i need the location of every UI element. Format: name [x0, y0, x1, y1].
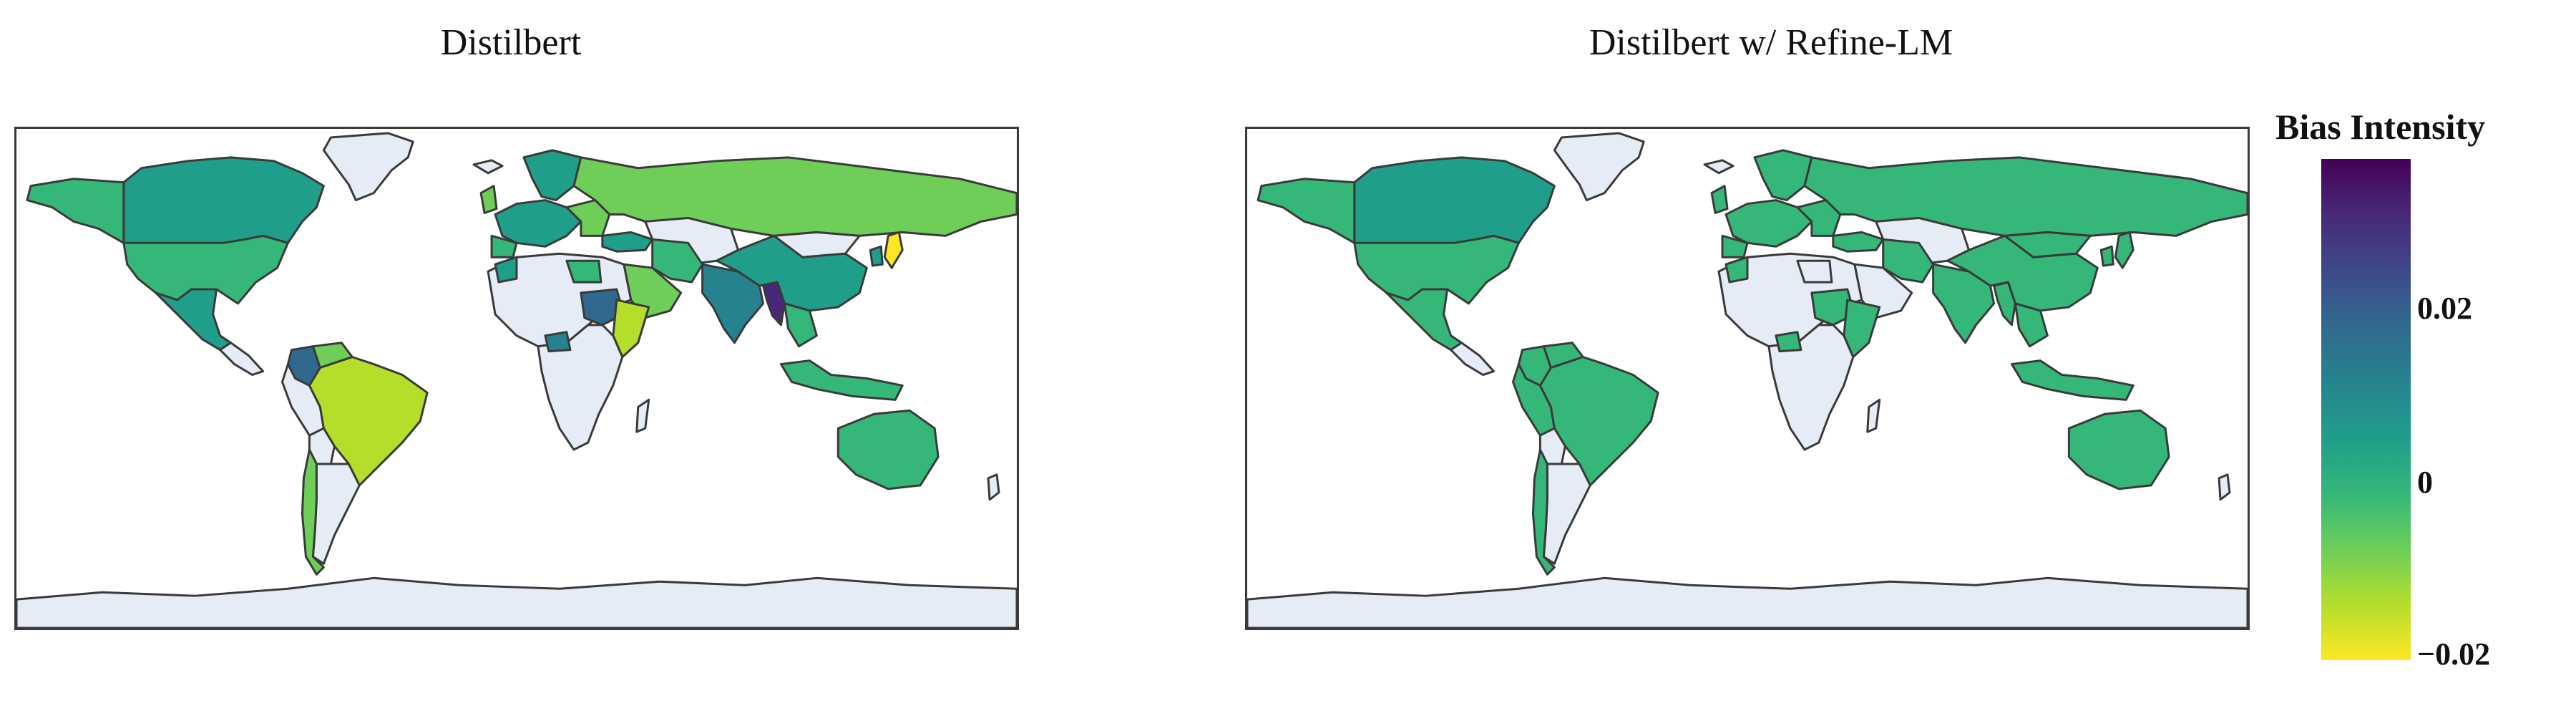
country-canada[interactable] — [122, 156, 325, 244]
country-central-africa[interactable] — [1767, 324, 1855, 451]
country-spain[interactable] — [490, 234, 518, 258]
country-southeast-asia[interactable] — [2014, 302, 2049, 348]
country-australia[interactable] — [2067, 409, 2170, 490]
country-alaska[interactable] — [1257, 178, 1356, 244]
country-turkey[interactable] — [1832, 231, 1885, 253]
country-nigeria[interactable] — [544, 331, 572, 353]
country-mexico[interactable] — [155, 288, 233, 352]
country-scandinavia[interactable] — [522, 149, 582, 202]
country-iceland[interactable] — [1703, 159, 1735, 175]
country-indonesia[interactable] — [2010, 359, 2135, 401]
country-sudan[interactable] — [580, 288, 625, 326]
country-japan[interactable] — [883, 231, 904, 269]
country-china[interactable] — [1946, 234, 2099, 312]
country-australia[interactable] — [836, 409, 940, 490]
country-scandinavia[interactable] — [1753, 149, 1813, 202]
country-western-europe[interactable] — [1724, 199, 1813, 248]
country-egypt[interactable] — [565, 259, 602, 284]
country-new-zealand[interactable] — [2218, 473, 2231, 501]
country-brazil[interactable] — [1538, 356, 1659, 487]
colorbar — [2321, 159, 2411, 660]
country-greenland[interactable] — [1553, 132, 1645, 202]
country-usa[interactable] — [1353, 234, 1520, 305]
country-japan[interactable] — [2114, 231, 2135, 269]
country-antarctica[interactable] — [16, 576, 1017, 628]
country-chile[interactable] — [1531, 448, 1556, 576]
country-turkey[interactable] — [601, 231, 654, 253]
colorbar-tick: 0 — [2417, 465, 2433, 500]
country-ethiopia[interactable] — [612, 299, 650, 359]
country-central-america[interactable] — [219, 342, 265, 377]
country-russia[interactable] — [572, 156, 1017, 237]
country-argentina[interactable] — [1542, 463, 1591, 565]
country-western-europe[interactable] — [494, 199, 582, 248]
country-madagascar[interactable] — [1866, 398, 1881, 433]
country-indonesia[interactable] — [779, 359, 904, 401]
country-china[interactable] — [716, 234, 868, 312]
colorbar-tick: 0.02 — [2417, 291, 2472, 326]
country-alaska[interactable] — [26, 178, 125, 244]
country-uk[interactable] — [1710, 185, 1729, 214]
country-madagascar[interactable] — [635, 398, 650, 433]
country-southeast-asia[interactable] — [783, 302, 818, 348]
left-world-map — [14, 127, 1019, 630]
country-new-zealand[interactable] — [987, 473, 1000, 501]
country-uk[interactable] — [479, 185, 498, 214]
country-korea[interactable] — [2099, 245, 2114, 267]
country-ethiopia[interactable] — [1843, 299, 1881, 359]
colorbar-tick: −0.02 — [2417, 637, 2491, 672]
country-russia[interactable] — [1803, 156, 2248, 237]
country-usa[interactable] — [122, 234, 289, 305]
country-central-america[interactable] — [1450, 342, 1496, 377]
colorbar-title: Bias Intensity — [2275, 107, 2486, 147]
country-argentina[interactable] — [311, 463, 361, 565]
country-mexico[interactable] — [1385, 288, 1463, 352]
country-brazil[interactable] — [308, 356, 429, 487]
country-morocco[interactable] — [494, 256, 518, 284]
country-iran[interactable] — [1882, 238, 1935, 284]
country-korea[interactable] — [869, 245, 884, 267]
country-antarctica[interactable] — [1247, 576, 2248, 628]
country-spain[interactable] — [1721, 234, 1749, 258]
country-canada[interactable] — [1353, 156, 1556, 244]
country-sudan[interactable] — [1810, 288, 1856, 326]
country-egypt[interactable] — [1796, 259, 1833, 284]
country-nigeria[interactable] — [1775, 331, 1802, 353]
country-greenland[interactable] — [322, 132, 414, 202]
left-map-title: Distilbert — [440, 22, 582, 63]
country-morocco[interactable] — [1724, 256, 1749, 284]
right-world-map — [1245, 127, 2250, 630]
country-chile[interactable] — [301, 448, 325, 576]
right-map-title: Distilbert w/ Refine-LM — [1589, 22, 1953, 63]
country-central-africa[interactable] — [537, 324, 624, 451]
country-iceland[interactable] — [472, 159, 504, 175]
country-iran[interactable] — [651, 238, 704, 284]
